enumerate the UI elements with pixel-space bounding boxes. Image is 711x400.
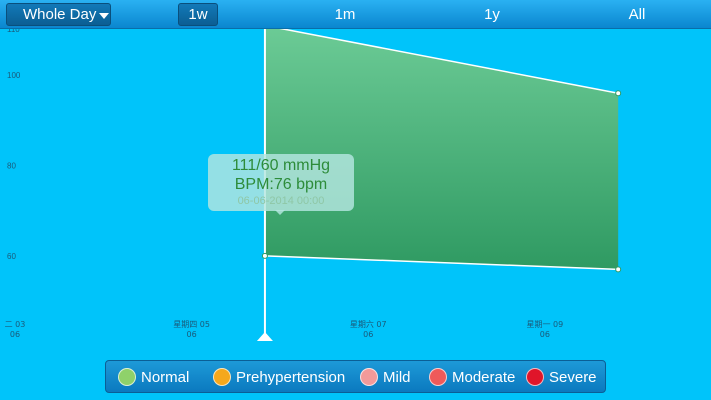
range-select-label: Whole Day [23, 6, 97, 23]
legend-dot-mild [360, 368, 378, 386]
legend-label-prehypertension: Prehypertension [236, 368, 346, 386]
data-point [261, 252, 268, 259]
tooltip-bpm: BPM:76 bpm [234, 176, 328, 193]
legend-dot-moderate [429, 368, 447, 386]
legend-label-severe: Severe [549, 368, 597, 386]
data-point [615, 90, 622, 97]
data-point [615, 266, 622, 273]
y-tick-label: 60 [7, 252, 16, 261]
legend-label-normal: Normal [141, 368, 190, 386]
legend-dot-normal [118, 368, 136, 386]
x-tick-sublabel: 06 [363, 330, 373, 339]
chevron-down-icon [99, 13, 109, 19]
x-tick-label: 二 03 [5, 320, 26, 329]
cursor-handle [256, 332, 273, 341]
legend-dot-severe [526, 368, 544, 386]
tab-1m[interactable]: 1m [334, 6, 356, 23]
range-area [264, 29, 619, 270]
series-line-systolic [279, 29, 619, 94]
tooltip-datetime: 06-06-2014 00:00 [237, 195, 325, 207]
x-tick-sublabel: 06 [187, 330, 197, 339]
series-line-diastolic [264, 255, 619, 271]
legend-item-moderate[interactable]: Moderate [429, 366, 515, 388]
x-tick-label: 星期六 07 [350, 319, 387, 329]
y-tick-label-top: 110 [7, 29, 20, 34]
legend-item-mild[interactable]: Mild [360, 366, 411, 388]
top-bar: Whole Day 1w 1m 1y All [0, 0, 711, 29]
tooltip-pressure: 111/60 mmHg [231, 157, 331, 174]
x-tick-sublabel: 06 [540, 330, 550, 339]
legend: Normal Prehypertension Mild Moderate Sev… [105, 360, 606, 393]
y-tick-label: 100 [7, 71, 21, 80]
legend-label-mild: Mild [383, 368, 411, 386]
legend-item-severe[interactable]: Severe [526, 366, 597, 388]
tab-all[interactable]: All [628, 6, 646, 23]
x-tick-sublabel: 06 [10, 330, 20, 339]
legend-item-prehypertension[interactable]: Prehypertension [213, 366, 345, 388]
reading-tooltip: 111/60 mmHg BPM:76 bpm 06-06-2014 00:00 [208, 154, 354, 211]
x-tick-label: 星期一 09 [527, 320, 564, 329]
tab-1y[interactable]: 1y [484, 6, 500, 23]
legend-label-moderate: Moderate [452, 368, 516, 386]
range-select-dropdown[interactable]: Whole Day [6, 3, 111, 26]
tab-1w[interactable]: 1w [178, 3, 218, 26]
x-tick-label: 星期四 05 [173, 320, 210, 329]
y-tick-label: 80 [7, 162, 16, 171]
legend-dot-prehypertension [213, 368, 231, 386]
tooltip-pointer [275, 210, 285, 215]
legend-item-normal[interactable]: Normal [118, 366, 189, 388]
